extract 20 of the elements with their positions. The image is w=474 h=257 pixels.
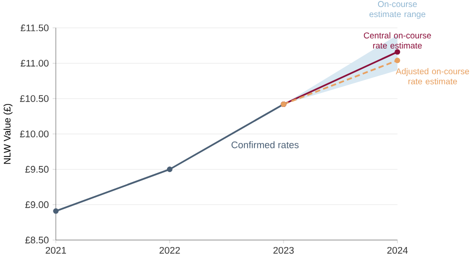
y-tick-label: £11.00	[20, 60, 49, 66]
series-label: Confirmed rates	[232, 141, 299, 148]
series-label: Central on-course rate estimate	[364, 32, 431, 48]
x-tick-label: 2021	[46, 246, 66, 254]
y-tick-label: £9.50	[25, 166, 49, 173]
annotation: On-course estimate range	[369, 0, 426, 19]
y-tick-label: £8.50	[25, 236, 49, 244]
point	[166, 166, 172, 172]
series-label: Adjusted on-course rate estimate	[396, 68, 470, 84]
point	[394, 58, 400, 64]
x-tick-label: 2024	[387, 246, 408, 254]
point	[394, 49, 400, 55]
y-tick-label: £9.00	[25, 201, 49, 208]
point	[53, 208, 59, 214]
x-tick-label: 2022	[160, 246, 180, 254]
y-tick-label: £10.00	[20, 130, 49, 138]
y-tick-label: £11.50	[20, 24, 49, 32]
y-tick-label: £10.50	[20, 95, 49, 102]
x-tick-label: 2023	[273, 246, 294, 254]
y-axis-title: NLW Value (£)	[4, 104, 12, 164]
